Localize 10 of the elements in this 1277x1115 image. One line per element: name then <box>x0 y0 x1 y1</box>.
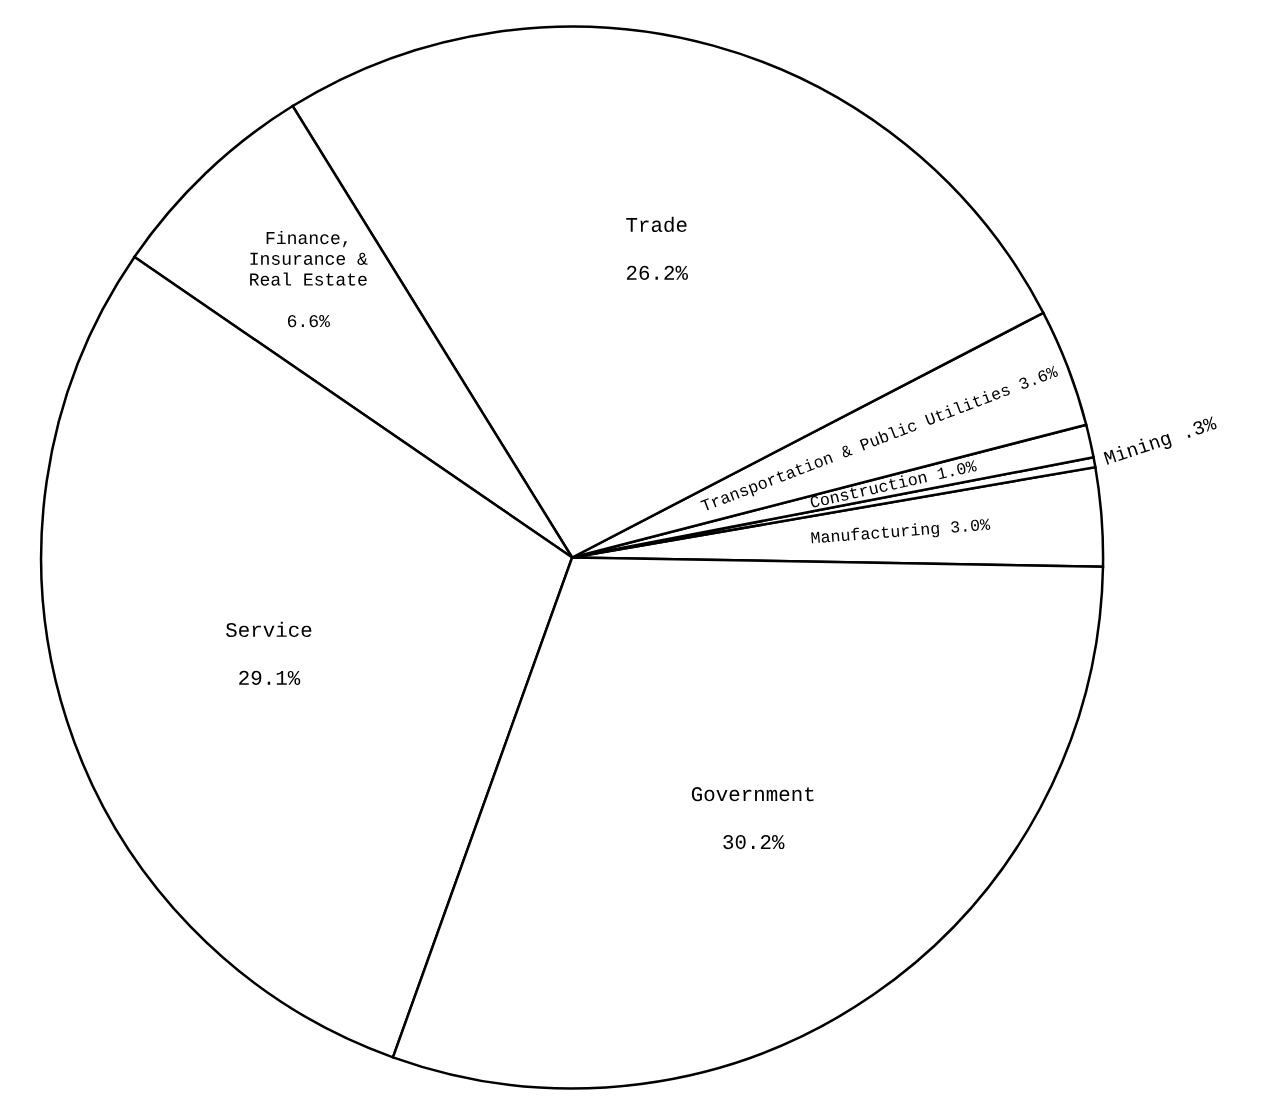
data-label: 29.1% <box>239 670 301 685</box>
data-label: 30.2% <box>723 835 785 850</box>
slice-label: Service <box>226 621 312 638</box>
slice-label: Government <box>691 787 814 802</box>
slice-label: Mining .3% <box>1103 414 1219 469</box>
slice-label: Manufacturing 3.0% <box>811 517 991 547</box>
data-label: 26.2% <box>626 265 688 280</box>
data-label: 6.6% <box>287 314 330 328</box>
slice-label: Finance, Insurance & Real Estate <box>250 230 368 286</box>
slice-label: Trade <box>626 216 687 233</box>
